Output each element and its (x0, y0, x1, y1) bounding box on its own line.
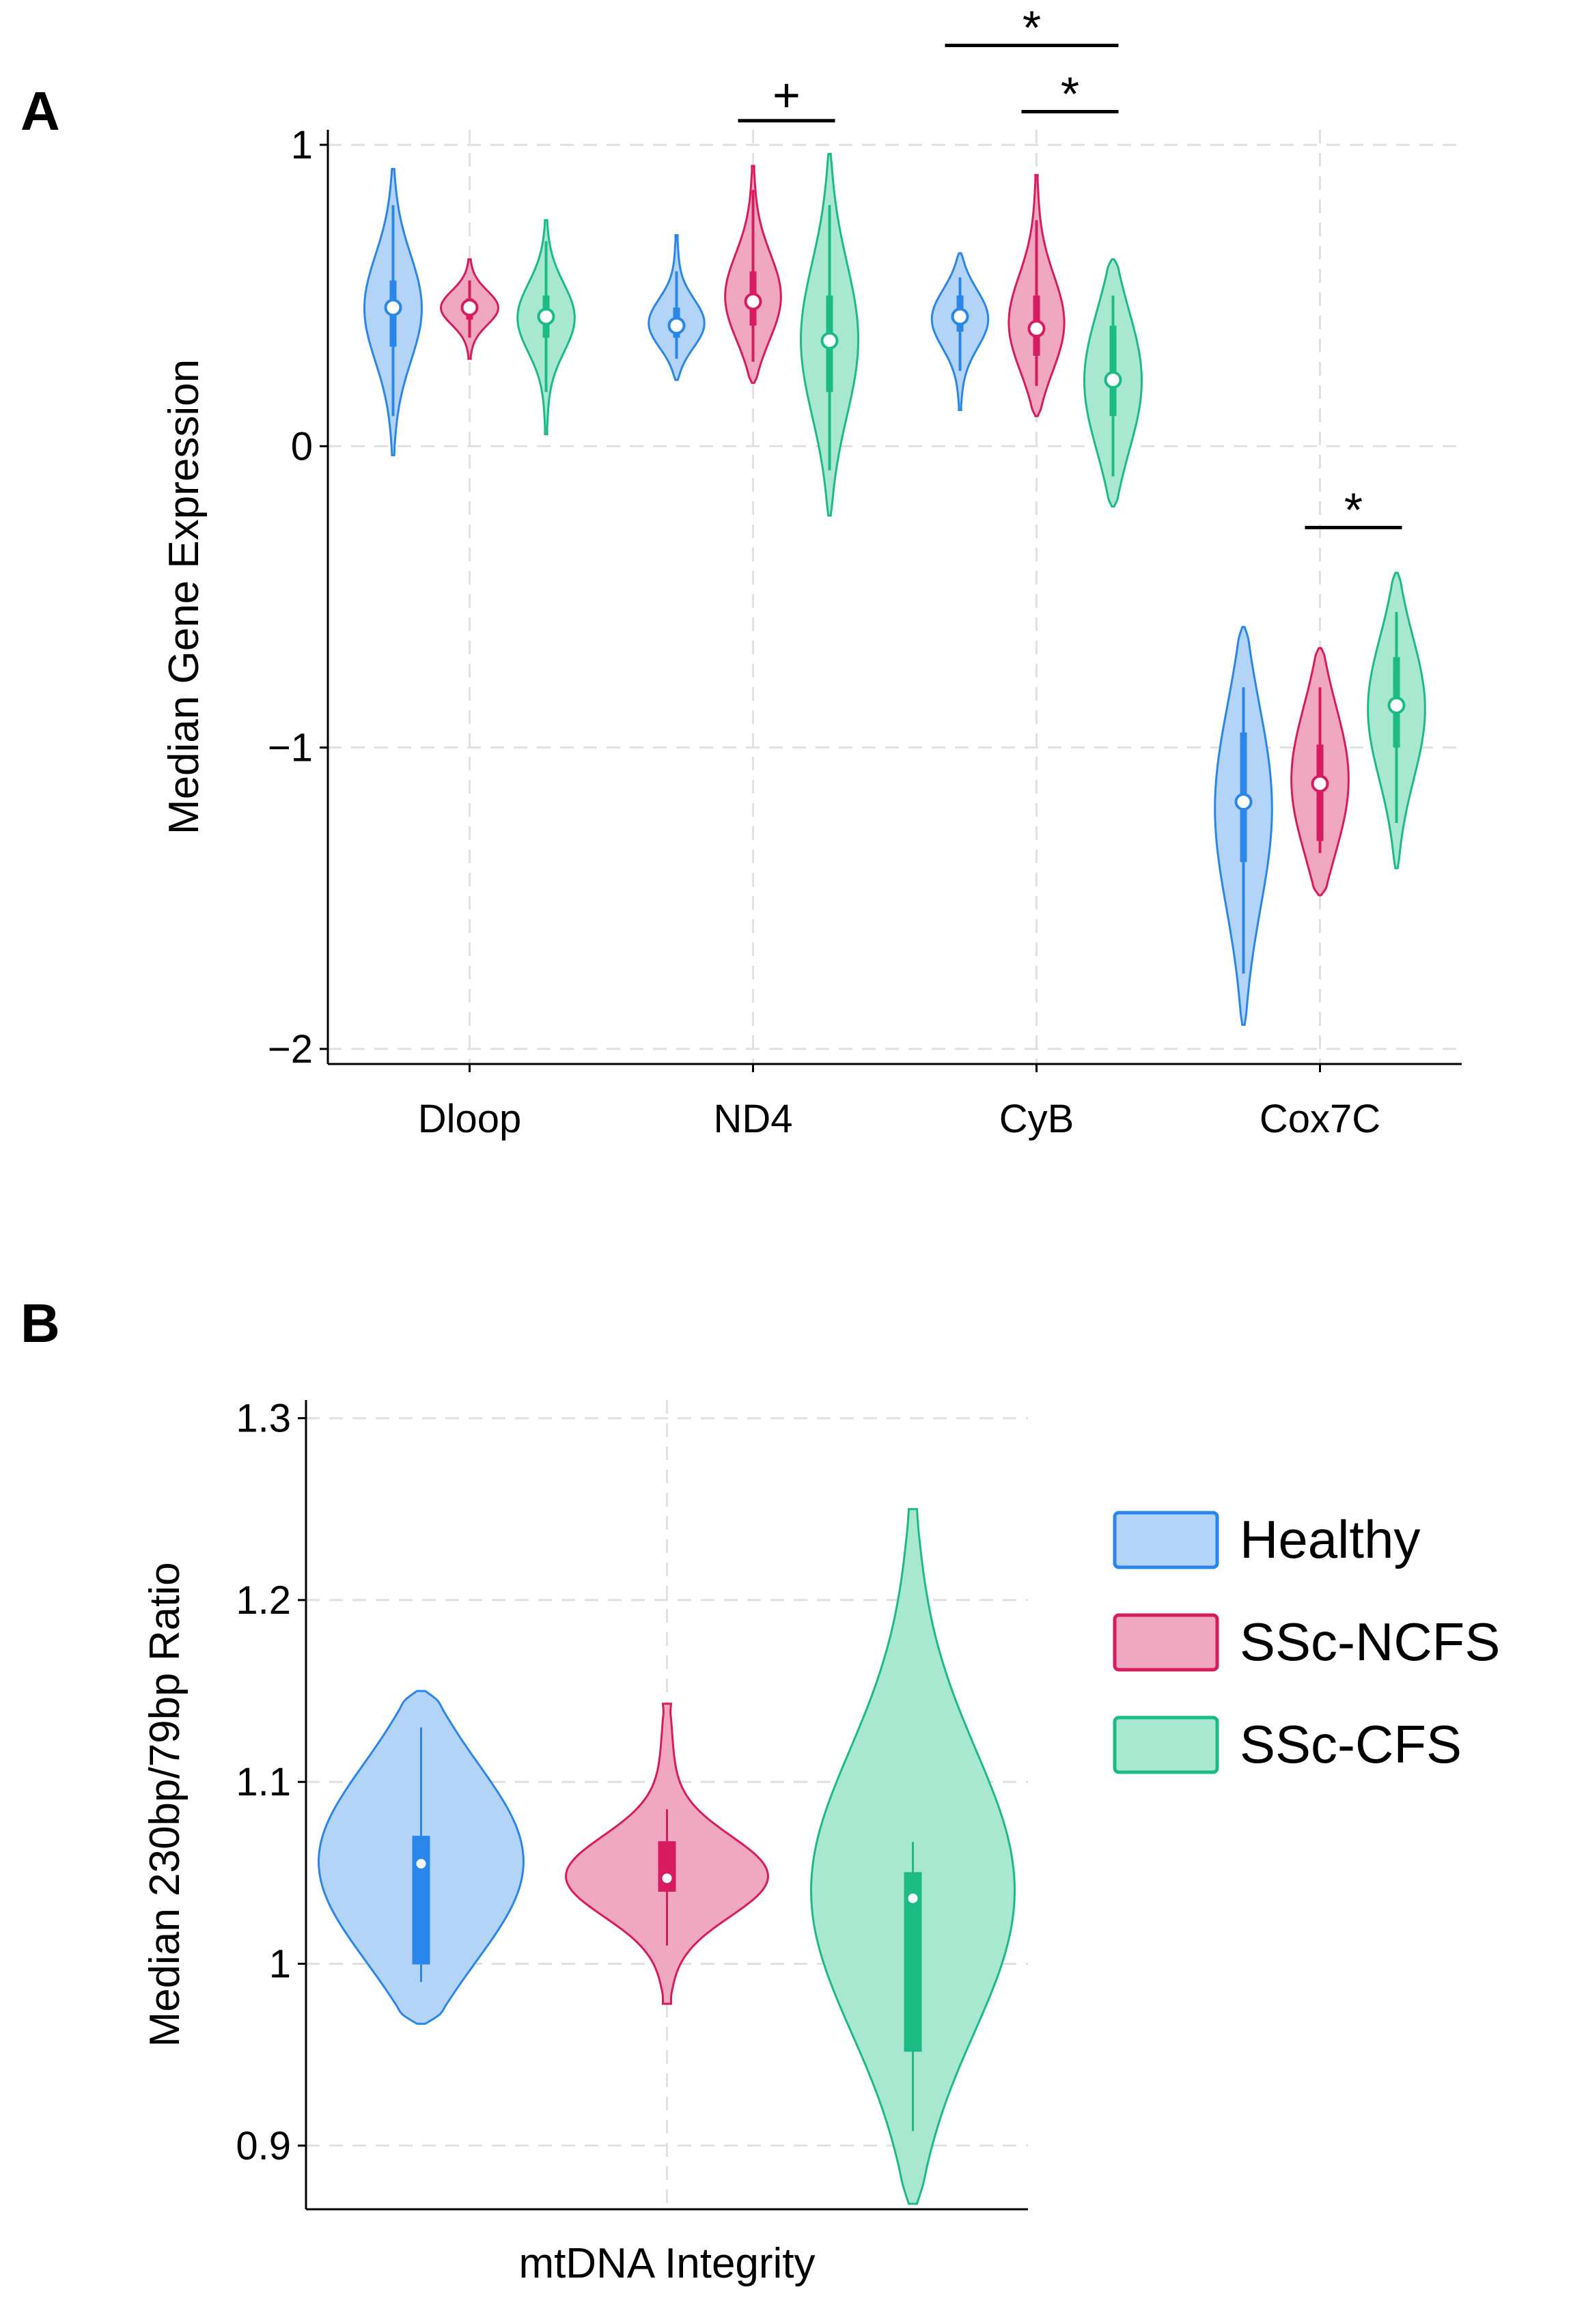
legend-label-healthy: Healthy (1240, 1509, 1420, 1569)
x-tick-label-nd4: ND4 (713, 1097, 792, 1141)
median-dot-cyb-healthy (951, 307, 969, 326)
y-tick-label: 1 (269, 1942, 291, 1987)
median-dot-cyb-ssc-cfs (1104, 371, 1122, 389)
y-tick-label: 1 (291, 123, 313, 167)
median-dot-dloop-healthy (384, 298, 402, 317)
x-tick-label-dloop: Dloop (418, 1097, 522, 1141)
median-dot-cox7c-healthy (1234, 793, 1253, 811)
y-tick-label: 1.3 (236, 1397, 291, 1441)
median-dot-cyb-ssc-ncfs (1027, 320, 1046, 338)
legend-item-ssc-cfs: SSc-CFS (1113, 1714, 1462, 1774)
y-tick-label: 1.1 (236, 1760, 291, 1804)
significance-marker: * (1061, 68, 1079, 121)
median-dot-nd4-ssc-ncfs (744, 292, 762, 311)
y-axis-title: Median 230bp/79bp Ratio (141, 1562, 189, 2047)
legend-swatch-healthy (1113, 1511, 1219, 1569)
significance-marker: * (1023, 1, 1041, 54)
median-dot-nd4-ssc-cfs (820, 331, 839, 350)
median-dot-dloop-ssc-ncfs (460, 298, 479, 317)
legend-label-ssc-cfs: SSc-CFS (1240, 1714, 1462, 1774)
y-tick-label: 0.9 (236, 2124, 291, 2168)
y-tick-label: −2 (268, 1027, 313, 1072)
y-tick-label: −1 (268, 726, 313, 770)
x-tick-label-cyb: CyB (999, 1097, 1074, 1141)
x-tick-label-cox7c: Cox7C (1260, 1097, 1380, 1141)
median-dot-cox7c-ssc-cfs (1387, 696, 1406, 714)
legend-label-ssc-ncfs: SSc-NCFS (1240, 1612, 1500, 1672)
panel-a-chart: 1 0 −1 −2 Dloop ND4 CyB Cox7C Median Gene Expres… (161, 1, 1462, 1141)
panel-b-label: B (20, 1293, 60, 1354)
box-cox7c-ssc-ncfs (1316, 744, 1324, 841)
median-dot-dloop-ssc-cfs (537, 307, 555, 326)
legend-swatch-ssc-ncfs (1113, 1613, 1219, 1672)
box-ssc-ncfs (658, 1841, 676, 1892)
median-dot-healthy (416, 1859, 426, 1869)
y-axis-title: Median Gene Expression (161, 359, 208, 835)
legend-swatch-ssc-cfs (1113, 1716, 1219, 1774)
median-dot-ssc-ncfs (662, 1873, 672, 1884)
median-dot-ssc-cfs (908, 1893, 918, 1903)
panel-a-label: A (20, 81, 60, 141)
panel-b-chart: 1.3 1.2 1.1 1 0.9 mtDNA Integrity Median 230bp… (141, 1397, 1028, 2287)
y-tick-label: 1.2 (236, 1578, 291, 1623)
legend-item-healthy: Healthy (1113, 1509, 1420, 1569)
significance-marker: * (1344, 484, 1363, 537)
box-healthy (412, 1836, 430, 1965)
median-dot-nd4-healthy (667, 316, 686, 335)
legend: Healthy SSc-NCFS SSc-CFS (1113, 1509, 1500, 1774)
significance-marker: + (773, 68, 801, 122)
legend-item-ssc-ncfs: SSc-NCFS (1113, 1612, 1500, 1672)
box-cyb-ssc-cfs (1109, 325, 1117, 417)
x-axis-title: mtDNA Integrity (518, 2240, 815, 2287)
y-tick-label: 0 (291, 424, 313, 468)
median-dot-cox7c-ssc-ncfs (1311, 774, 1329, 793)
